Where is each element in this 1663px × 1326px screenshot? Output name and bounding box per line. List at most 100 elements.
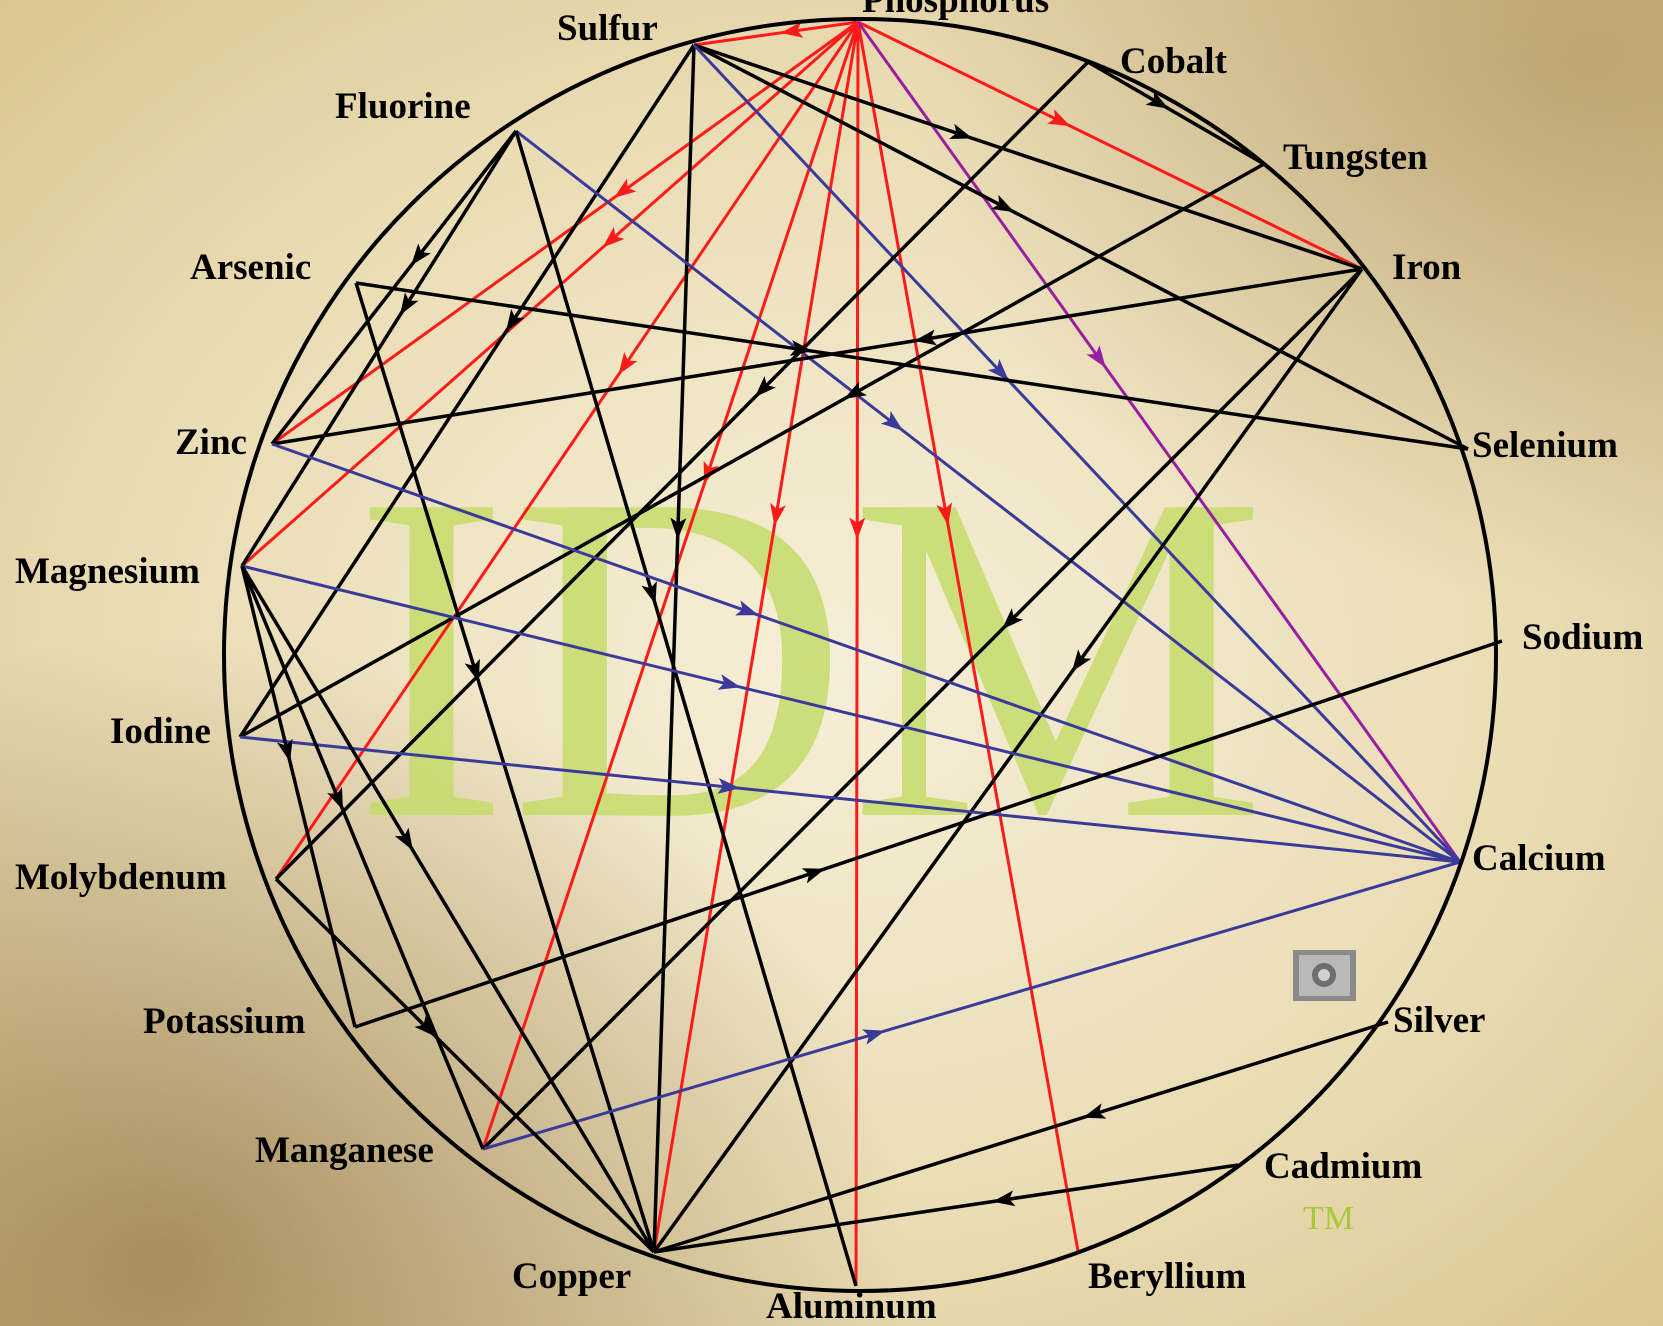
arrowhead-icon xyxy=(735,600,759,616)
element-label-cobalt: Cobalt xyxy=(1120,41,1228,82)
element-label-cadmium: Cadmium xyxy=(1264,1146,1422,1187)
arrowhead-icon xyxy=(1001,608,1024,630)
relationship-line xyxy=(693,43,1469,451)
relationship-fluorine-magnesium xyxy=(240,130,518,567)
arrowhead-icon xyxy=(849,517,866,540)
arrowhead-icon xyxy=(602,226,625,248)
relationship-line xyxy=(481,267,1364,1151)
relationship-line xyxy=(652,21,860,1253)
element-label-fluorine: Fluorine xyxy=(335,86,471,127)
element-label-calcium: Calcium xyxy=(1472,838,1606,879)
arrowhead-icon xyxy=(1047,109,1071,127)
relationship-line xyxy=(854,21,860,1287)
relationship-silver-copper xyxy=(653,1020,1389,1254)
relationship-line xyxy=(240,130,518,567)
relationship-line xyxy=(482,860,1461,1151)
arrowhead-icon xyxy=(1145,90,1169,109)
relationship-line xyxy=(239,162,1265,739)
relationship-line xyxy=(857,20,1363,271)
arrowhead-icon xyxy=(801,868,826,884)
element-label-zinc: Zinc xyxy=(175,422,247,463)
relationship-potassium-sodium xyxy=(354,639,1503,1029)
element-label-selenium: Selenium xyxy=(1472,425,1618,466)
relationship-cobalt-tungsten xyxy=(1087,60,1265,166)
element-label-aluminum: Aluminum xyxy=(766,1286,937,1326)
relationship-arsenic-copper xyxy=(354,282,656,1253)
relationship-line xyxy=(355,281,1469,451)
relationship-tungsten-iodine xyxy=(239,162,1265,739)
arrowhead-icon xyxy=(987,359,1009,381)
relationship-line xyxy=(652,267,1364,1254)
relationship-phosphorus-sulfur xyxy=(693,20,859,47)
relationship-sulfur-selenium xyxy=(693,43,1469,451)
arrowhead-icon xyxy=(717,674,741,690)
relationship-magnesium-potassium xyxy=(240,565,357,1028)
relationship-line xyxy=(271,267,1363,446)
relationship-line xyxy=(274,60,1090,881)
relationship-line xyxy=(274,877,656,1254)
element-labels: Phosphorus Cobalt Tungsten Iron Selenium Sodi… xyxy=(15,0,1644,1326)
element-label-arsenic: Arsenic xyxy=(190,247,311,288)
relationship-line xyxy=(240,565,357,1028)
relationship-zinc-calcium xyxy=(271,442,1461,864)
relationship-line xyxy=(693,20,859,47)
relationship-phosphorus-molybdenum xyxy=(274,21,860,880)
arrowhead-icon xyxy=(1082,1103,1107,1119)
trademark-mark: TM xyxy=(1303,1200,1354,1237)
arrowhead-icon xyxy=(505,309,525,332)
arrowhead-icon xyxy=(414,1015,436,1037)
arrowhead-icon xyxy=(992,1190,1016,1207)
relationship-arsenic-selenium xyxy=(355,281,1469,451)
relationship-sulfur-copper xyxy=(652,44,696,1253)
arrowhead-icon xyxy=(327,786,343,811)
relationship-line xyxy=(240,565,656,1253)
arrowhead-icon xyxy=(770,502,786,526)
relationship-iron-zinc xyxy=(271,267,1363,446)
relationship-line xyxy=(239,735,1461,864)
relationship-iron-manganese xyxy=(481,267,1364,1151)
relationship-phosphorus-beryllium xyxy=(856,21,1080,1252)
arrowhead-icon xyxy=(717,778,740,794)
arrowhead-icon xyxy=(1086,345,1106,368)
element-label-iron: Iron xyxy=(1392,247,1462,288)
arrowhead-icon xyxy=(613,178,637,198)
relationship-phosphorus-iron xyxy=(857,20,1363,271)
arrowhead-icon xyxy=(394,827,413,851)
relationship-line xyxy=(240,565,485,1150)
arrowhead-icon xyxy=(880,410,904,431)
relationship-manganese-calcium xyxy=(482,860,1461,1151)
relationship-line xyxy=(274,21,860,880)
arrowhead-icon xyxy=(949,123,973,140)
relationship-line xyxy=(692,43,1462,864)
relationship-phosphorus-zinc xyxy=(271,20,859,446)
arrowhead-icon xyxy=(936,502,953,526)
relationship-line xyxy=(241,20,859,568)
relationship-line xyxy=(514,130,858,1287)
watermark-logo: IDM xyxy=(353,396,1267,917)
element-label-sodium: Sodium xyxy=(1522,617,1644,658)
element-label-iodine: Iodine xyxy=(110,711,211,752)
relationship-sulfur-calcium xyxy=(692,43,1462,864)
relationship-phosphorus-magnesium xyxy=(241,20,859,568)
arrowhead-icon xyxy=(843,381,868,400)
arrowhead-icon xyxy=(400,292,419,316)
arrowhead-icon xyxy=(914,329,938,346)
relationship-phosphorus-calcium xyxy=(856,21,1462,863)
relationship-fluorine-calcium xyxy=(515,129,1461,864)
chip-icon xyxy=(1293,950,1356,1001)
relationship-line xyxy=(856,21,1462,863)
arrowhead-icon xyxy=(780,21,804,38)
arrowhead-icon xyxy=(789,340,813,356)
element-label-manganese: Manganese xyxy=(255,1130,434,1171)
relationship-magnesium-manganese xyxy=(240,565,485,1150)
relationship-line xyxy=(354,282,656,1253)
relationship-magnesium-copper xyxy=(240,565,656,1253)
arrowhead-icon xyxy=(670,517,687,540)
relationship-sulfur-iron xyxy=(693,43,1363,271)
relationship-line xyxy=(1087,60,1265,166)
element-label-phosphorus: Phosphorus xyxy=(862,0,1049,21)
relationship-iron-copper xyxy=(652,267,1364,1254)
relationship-line xyxy=(856,21,1080,1252)
element-label-beryllium: Beryllium xyxy=(1088,1256,1246,1297)
